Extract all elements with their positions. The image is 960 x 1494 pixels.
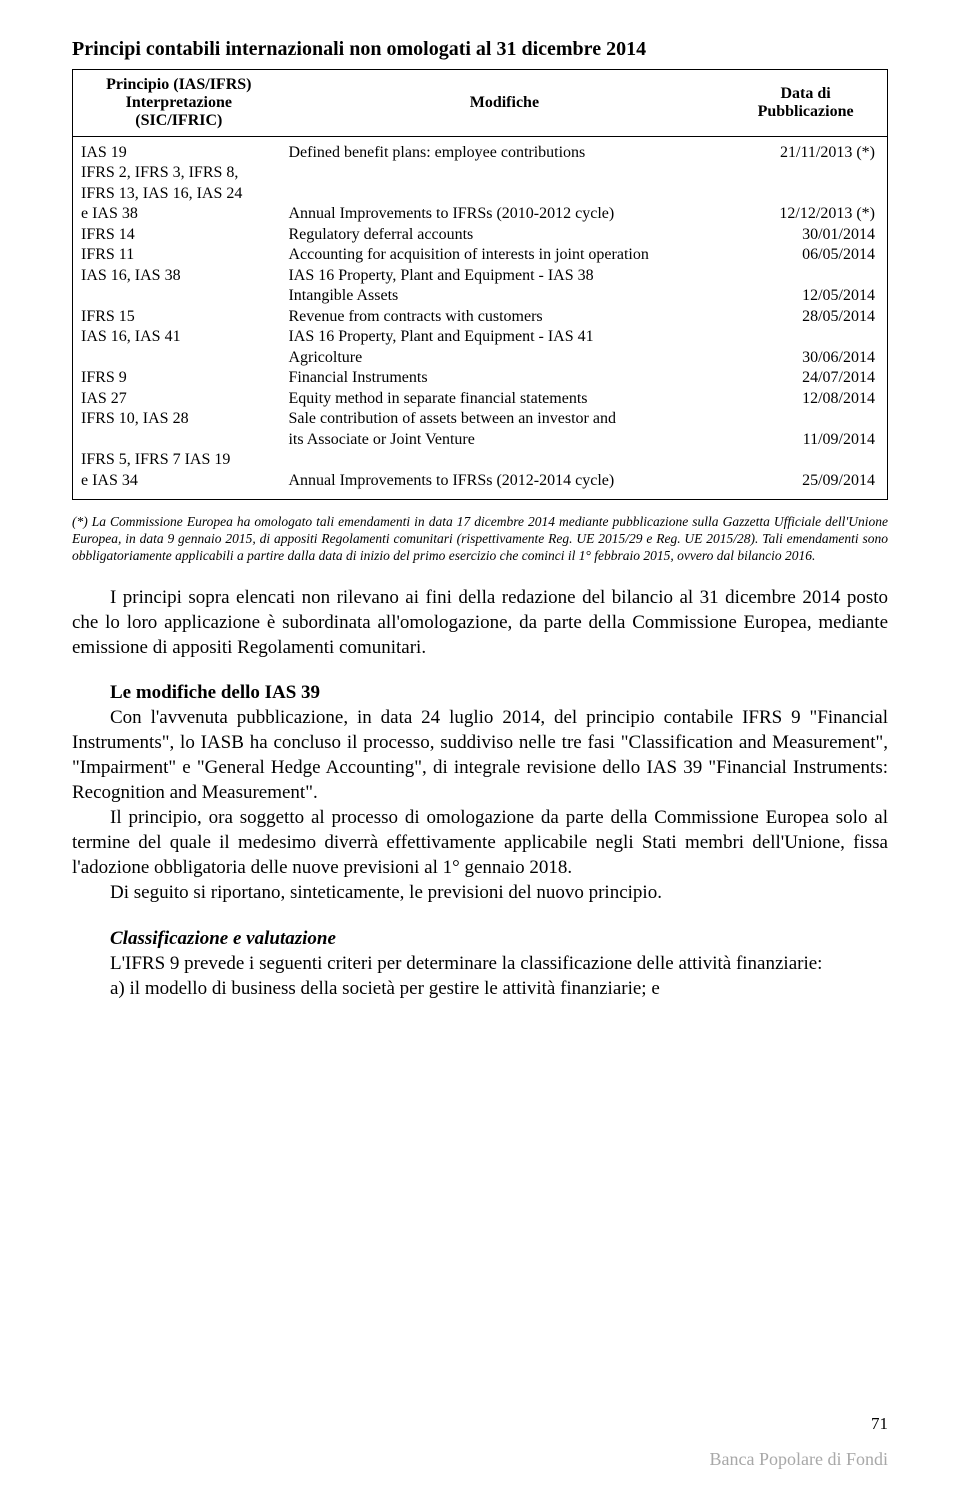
table-cell-principio: IAS 19 xyxy=(81,143,288,163)
table-cell-modifiche: Defined benefit plans: employee contribu… xyxy=(288,143,719,163)
table-cell-modifiche: Sale contribution of assets between an i… xyxy=(288,409,719,429)
header-data: Data di Pubblicazione xyxy=(724,70,887,136)
table-cell-principio: IFRS 14 xyxy=(81,225,288,245)
table-cell-principio: IAS 16, IAS 38 xyxy=(81,266,288,286)
publisher-name: Banca Popolare di Fondi xyxy=(710,1449,888,1470)
table-cell-principio: IFRS 15 xyxy=(81,307,288,327)
table-cell-data: 25/09/2014 xyxy=(719,471,875,491)
table-cell-data: 28/05/2014 xyxy=(719,307,875,327)
table-cell-data xyxy=(719,163,875,183)
section-sub-classificazione: Classificazione e valutazione xyxy=(72,926,888,951)
table-cell-modifiche: Regulatory deferral accounts xyxy=(288,225,719,245)
table-cell-data: 21/11/2013 (*) xyxy=(719,143,875,163)
table-cell-data: 30/06/2014 xyxy=(719,348,875,368)
table-cell-principio: IFRS 13, IAS 16, IAS 24 xyxy=(81,184,288,204)
standards-table: Principio (IAS/IFRS) Interpretazione (SI… xyxy=(72,69,888,500)
table-cell-principio: IFRS 2, IFRS 3, IFRS 8, xyxy=(81,163,288,183)
page-number: 71 xyxy=(871,1414,888,1434)
table-cell-modifiche: Equity method in separate financial stat… xyxy=(288,389,719,409)
table-cell-modifiche: Revenue from contracts with customers xyxy=(288,307,719,327)
table-cell-modifiche: Agricolture xyxy=(288,348,719,368)
table-cell-modifiche xyxy=(288,184,719,204)
table-cell-modifiche xyxy=(288,450,719,470)
table-cell-modifiche: Financial Instruments xyxy=(288,368,719,388)
table-cell-principio: IAS 27 xyxy=(81,389,288,409)
table-cell-principio: IFRS 9 xyxy=(81,368,288,388)
paragraph-4: Di seguito si riportano, sinteticamente,… xyxy=(72,880,888,905)
table-cell-data: 12/12/2013 (*) xyxy=(719,204,875,224)
table-cell-data xyxy=(719,450,875,470)
table-cell-data: 24/07/2014 xyxy=(719,368,875,388)
table-cell-data: 11/09/2014 xyxy=(719,430,875,450)
table-cell-modifiche: Annual Improvements to IFRSs (2012-2014 … xyxy=(288,471,719,491)
table-cell-modifiche: Accounting for acquisition of interests … xyxy=(288,245,719,265)
table-cell-principio xyxy=(81,348,288,368)
table-cell-data xyxy=(719,409,875,429)
table-cell-data: 06/05/2014 xyxy=(719,245,875,265)
table-cell-modifiche: IAS 16 Property, Plant and Equipment - I… xyxy=(288,266,719,286)
section-title-ias39: Le modifiche dello IAS 39 xyxy=(72,680,888,705)
table-cell-modifiche: its Associate or Joint Venture xyxy=(288,430,719,450)
paragraph-2: Con l'avvenuta pubblicazione, in data 24… xyxy=(72,705,888,805)
table-cell-principio: IFRS 10, IAS 28 xyxy=(81,409,288,429)
table-cell-principio: e IAS 38 xyxy=(81,204,288,224)
paragraph-5: L'IFRS 9 prevede i seguenti criteri per … xyxy=(72,951,888,976)
table-cell-principio xyxy=(81,430,288,450)
table-cell-data xyxy=(719,266,875,286)
table-body: IAS 19IFRS 2, IFRS 3, IFRS 8,IFRS 13, IA… xyxy=(73,137,887,499)
table-header: Principio (IAS/IFRS) Interpretazione (SI… xyxy=(73,70,887,137)
page-title: Principi contabili internazionali non om… xyxy=(72,38,888,61)
table-cell-modifiche xyxy=(288,163,719,183)
table-cell-data: 12/05/2014 xyxy=(719,286,875,306)
paragraph-6: a) il modello di business della società … xyxy=(72,976,888,1001)
table-cell-data: 30/01/2014 xyxy=(719,225,875,245)
table-cell-modifiche: Annual Improvements to IFRSs (2010-2012 … xyxy=(288,204,719,224)
table-cell-data xyxy=(719,327,875,347)
table-cell-principio xyxy=(81,286,288,306)
table-cell-data xyxy=(719,184,875,204)
header-modifiche: Modifiche xyxy=(285,70,725,136)
table-cell-modifiche: IAS 16 Property, Plant and Equipment - I… xyxy=(288,327,719,347)
paragraph-1: I principi sopra elencati non rilevano a… xyxy=(72,585,888,660)
header-principio: Principio (IAS/IFRS) Interpretazione (SI… xyxy=(73,70,285,136)
footnote: (*) La Commissione Europea ha omologato … xyxy=(72,514,888,565)
table-cell-principio: e IAS 34 xyxy=(81,471,288,491)
table-cell-principio: IFRS 11 xyxy=(81,245,288,265)
table-cell-principio: IFRS 5, IFRS 7 IAS 19 xyxy=(81,450,288,470)
table-cell-data: 12/08/2014 xyxy=(719,389,875,409)
table-cell-modifiche: Intangible Assets xyxy=(288,286,719,306)
paragraph-3: Il principio, ora soggetto al processo d… xyxy=(72,805,888,880)
table-cell-principio: IAS 16, IAS 41 xyxy=(81,327,288,347)
